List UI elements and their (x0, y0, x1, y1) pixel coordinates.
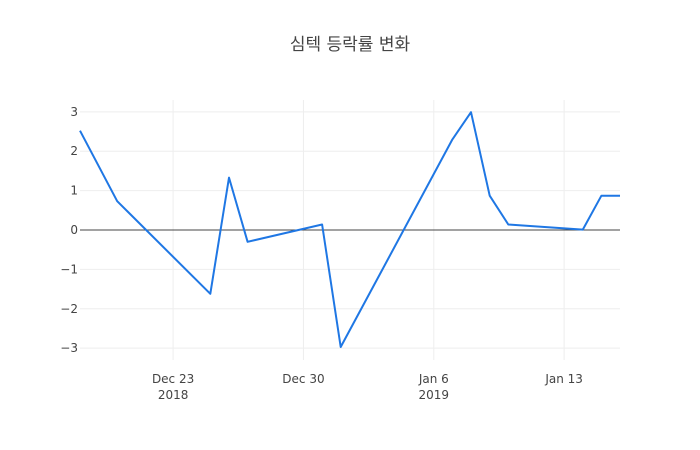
series-line (79, 111, 620, 348)
series-layer (79, 111, 620, 348)
y-tick-label: 0 (70, 223, 78, 237)
y-tick-label: −3 (60, 341, 78, 355)
x-tick-year-label: 2018 (158, 388, 189, 402)
y-tick-label: −2 (60, 302, 78, 316)
y-tick-label: 1 (70, 184, 78, 198)
x-tick-year-label: 2019 (419, 388, 450, 402)
y-tick-label: 3 (70, 105, 78, 119)
y-axis-ticks: 3 2 1 0 −1 −2 −3 (60, 105, 78, 355)
y-tick-label: −1 (60, 262, 78, 276)
y-tick-label: 2 (70, 144, 78, 158)
x-tick-label: Dec 23 (152, 372, 194, 386)
x-tick-label: Dec 30 (282, 372, 324, 386)
chart-title: 심텍 등락률 변화 (289, 35, 411, 55)
x-tick-label: Jan 6 (418, 372, 449, 386)
x-tick-label: Jan 13 (544, 372, 583, 386)
x-axis-ticks: Dec 23 2018 Dec 30 Jan 6 2019 Jan 13 (152, 372, 583, 402)
